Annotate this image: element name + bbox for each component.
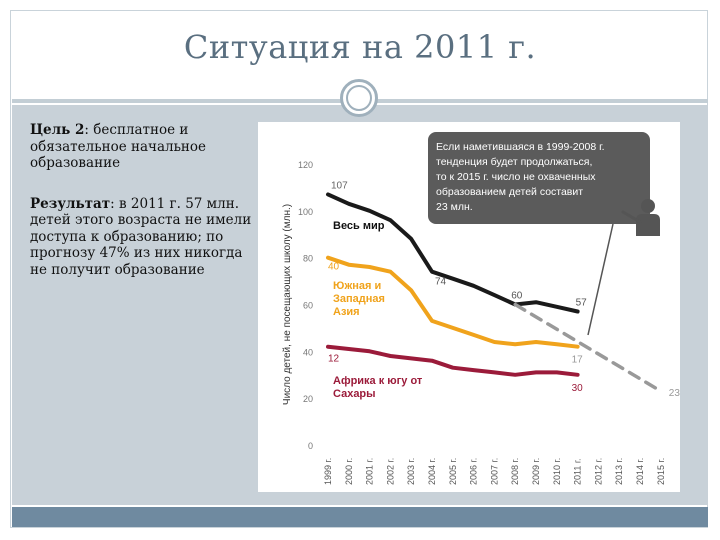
goal-paragraph: Цель 2: бесплатное и обязательное началь…: [30, 122, 258, 172]
x-tick-label: 2008 г.: [510, 458, 520, 485]
result-text: : в 2011 г. 57 млн. детей этого возраста…: [30, 195, 252, 278]
y-tick-label: 120: [298, 160, 313, 170]
x-tick-label: 2000 г.: [344, 458, 354, 485]
data-label: 107: [331, 180, 348, 191]
data-label: 23: [669, 388, 680, 399]
callout-text: то к 2015 г. число не охваченных: [436, 171, 596, 183]
x-tick-label: 2009 г.: [531, 458, 541, 485]
y-tick-label: 100: [298, 207, 313, 217]
x-tick-label: 2011 г.: [573, 458, 583, 485]
ornament-circle-icon: [340, 79, 378, 117]
data-label: 74: [435, 277, 447, 288]
data-label: 30: [572, 383, 584, 394]
x-tick-label: 2012 г.: [593, 458, 603, 485]
person-icon: [636, 214, 660, 236]
chart-container: 120 100 80 60 40 20 0 Число детей, не посещающи…: [258, 122, 680, 492]
series-label-africa: Африка к югу от: [333, 375, 423, 387]
x-tick-label: 2005 г.: [448, 458, 458, 485]
callout-text: образованием детей составит: [436, 186, 583, 198]
bottom-bar: [12, 507, 708, 527]
callout-pointer: [587, 223, 614, 336]
person-icon-head: [641, 199, 655, 213]
x-tick-label: 2004 г.: [427, 458, 437, 485]
series-line-0: [326, 192, 580, 314]
callout-text: 23 млн.: [436, 201, 473, 213]
result-paragraph: Результат: в 2011 г. 57 млн. детей этого…: [30, 196, 258, 279]
x-tick-label: 2003 г.: [406, 458, 416, 485]
x-tick-label: 2010 г.: [552, 458, 562, 485]
callout-box: [428, 132, 650, 224]
y-tick-label: 0: [308, 441, 313, 451]
x-tick-label: 2001 г.: [365, 458, 375, 485]
y-tick-label: 60: [303, 301, 313, 311]
y-tick-label: 40: [303, 347, 313, 357]
y-tick-label: 80: [303, 254, 313, 264]
goal-label: Цель 2: [30, 122, 85, 138]
x-tick-label: 2015 г.: [656, 458, 666, 485]
callout-text: тенденция будет продолжаться,: [436, 156, 592, 168]
data-label: 17: [572, 355, 584, 366]
series-label-asia: Южная и: [333, 280, 381, 292]
series-line-1: [326, 255, 580, 349]
y-axis-label: Число детей, не посещающих школу (млн.): [282, 204, 293, 405]
y-tick-label: 20: [303, 394, 313, 404]
person-icon-arm: [621, 210, 642, 224]
series-label-asia: Азия: [333, 306, 360, 318]
projection-line: [513, 302, 663, 393]
data-label: 57: [576, 298, 588, 309]
goal-text: : бесплатное и обязательное начальное об…: [30, 122, 207, 171]
x-tick-label: 2013 г.: [614, 458, 624, 485]
slide-title: Ситуация на 2011 г.: [183, 28, 537, 66]
series-label-africa: Сахары: [333, 388, 376, 400]
series-label-asia: Западная: [333, 293, 385, 305]
x-tick-label: 2002 г.: [385, 458, 395, 485]
callout-text: Если наметившаяся в 1999-2008 г.: [436, 141, 605, 153]
result-label: Результат: [30, 195, 111, 212]
x-tick-label: 2007 г.: [489, 458, 499, 485]
x-tick-label: 2014 г.: [635, 458, 645, 485]
data-label: 40: [328, 262, 340, 273]
out-of-school-chart: 120 100 80 60 40 20 0 Число детей, не посещающи…: [282, 132, 680, 485]
data-label: 60: [511, 291, 523, 302]
series-label-world: Весь мир: [333, 220, 385, 232]
x-tick-label: 2006 г.: [469, 458, 479, 485]
series-line-2: [326, 344, 580, 377]
slide-text: Цель 2: бесплатное и обязательное началь…: [30, 122, 258, 302]
x-tick-label: 1999 г.: [323, 458, 333, 485]
data-label: 12: [328, 354, 340, 365]
